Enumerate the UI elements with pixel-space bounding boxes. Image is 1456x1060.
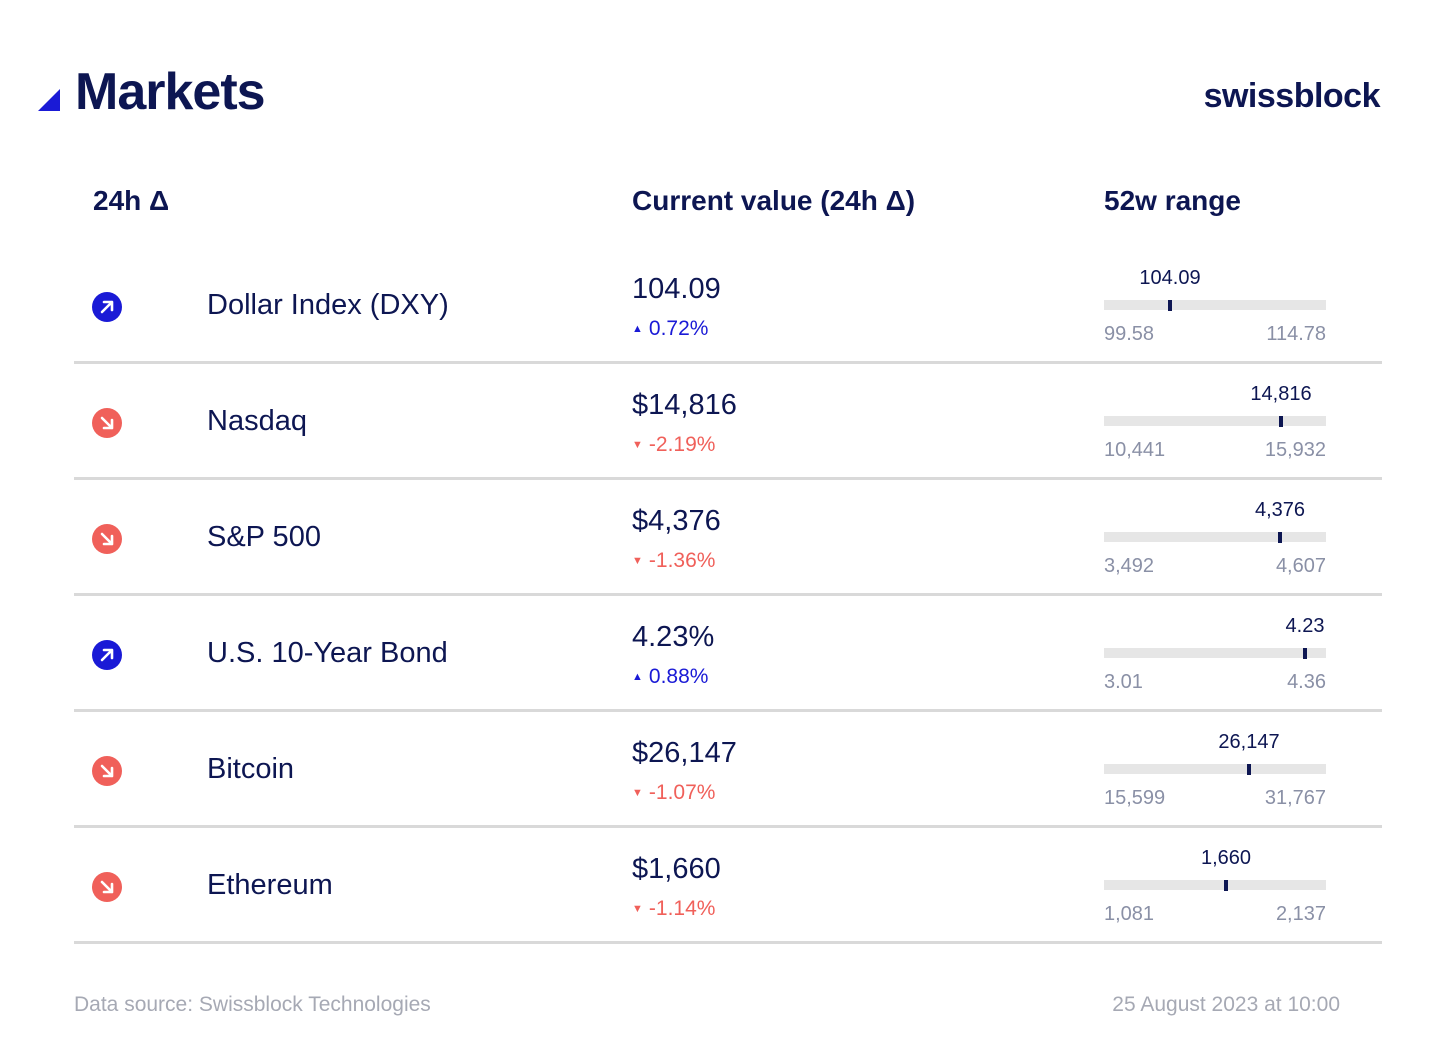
triangle-up-icon: ▲ (632, 323, 643, 335)
asset-name: Bitcoin (207, 753, 295, 785)
range-current-label: 4,376 (1254, 499, 1306, 521)
table-row: Bitcoin $26,147 ▼ -1.07% 26,147 15,599 31,767 (74, 712, 1382, 828)
brand-logo: swissblock (1203, 77, 1381, 115)
timestamp: 25 August 2023 at 10:00 (1112, 993, 1340, 1016)
triangle-down-icon: ▼ (632, 555, 643, 567)
range-min-label: 1,081 (1104, 903, 1155, 925)
range-max-label: 31,767 (1264, 787, 1326, 809)
change-value: -1.07% (648, 781, 716, 804)
range-marker (1168, 300, 1172, 311)
range-bar: 4,376 3,492 4,607 (1104, 480, 1326, 593)
range-min-label: 99.58 (1104, 323, 1155, 345)
triangle-up-icon: ▲ (632, 671, 643, 683)
table-row: U.S. 10-Year Bond 4.23% ▲ 0.88% 4.23 3.01 4.36 (74, 596, 1382, 712)
arrow-down-right-icon (92, 408, 122, 438)
range-current-label: 4.23 (1285, 615, 1325, 637)
arrow-down-right-icon (92, 524, 122, 554)
change-percent: ▼ -1.07% (632, 780, 715, 806)
table-row: S&P 500 $4,376 ▼ -1.36% 4,376 3,492 4,607 (74, 480, 1382, 596)
table-row: Ethereum $1,660 ▼ -1.14% 1,660 1,081 2,137 (74, 828, 1382, 944)
range-bar: 1,660 1,081 2,137 (1104, 828, 1326, 941)
range-current-label: 104.09 (1139, 267, 1201, 289)
range-current-label: 1,660 (1200, 847, 1252, 869)
range-track (1104, 880, 1326, 890)
range-min-label: 3.01 (1104, 671, 1143, 693)
change-value: 0.72% (648, 317, 709, 340)
arrow-up-right-icon (92, 640, 122, 670)
column-header-current-value: Current value (24h Δ) (632, 185, 916, 216)
current-value: $1,660 (632, 853, 721, 885)
asset-name: U.S. 10-Year Bond (207, 637, 448, 669)
column-header-52w-range: 52w range (1104, 185, 1241, 216)
change-value: -1.14% (648, 897, 716, 920)
asset-name: Ethereum (207, 869, 333, 901)
range-track (1104, 532, 1326, 542)
range-bar: 14,816 10,441 15,932 (1104, 364, 1326, 477)
current-value: $4,376 (632, 505, 721, 537)
range-current-label: 14,816 (1250, 383, 1312, 405)
change-percent: ▲ 0.88% (632, 664, 708, 690)
range-track (1104, 416, 1326, 426)
arrow-down-right-icon (92, 756, 122, 786)
change-value: -1.36% (648, 549, 716, 572)
range-bar: 104.09 99.58 114.78 (1104, 248, 1326, 361)
range-max-label: 2,137 (1275, 903, 1326, 925)
change-percent: ▼ -1.14% (632, 896, 715, 922)
change-value: -2.19% (648, 433, 716, 456)
range-min-label: 10,441 (1104, 439, 1166, 461)
current-value: 104.09 (632, 273, 721, 305)
range-bar: 4.23 3.01 4.36 (1104, 596, 1326, 709)
range-bar: 26,147 15,599 31,767 (1104, 712, 1326, 825)
corner-triangle-icon (38, 89, 60, 111)
range-max-label: 4.36 (1287, 671, 1326, 693)
range-marker (1224, 880, 1228, 891)
arrow-down-right-icon (92, 872, 122, 902)
change-value: 0.88% (648, 665, 709, 688)
asset-name: S&P 500 (207, 521, 321, 553)
table-row: Dollar Index (DXY) 104.09 ▲ 0.72% 104.09 99.5… (74, 248, 1382, 364)
range-marker (1247, 764, 1251, 775)
table-row: Nasdaq $14,816 ▼ -2.19% 14,816 10,441 15,932 (74, 364, 1382, 480)
range-track (1104, 764, 1326, 774)
markets-table: Dollar Index (DXY) 104.09 ▲ 0.72% 104.09 99.5… (74, 248, 1382, 944)
change-percent: ▲ 0.72% (632, 316, 708, 342)
range-max-label: 114.78 (1266, 323, 1326, 345)
asset-name: Dollar Index (DXY) (207, 289, 449, 321)
range-min-label: 15,599 (1104, 787, 1166, 809)
data-source-note: Data source: Swissblock Technologies (74, 993, 431, 1016)
triangle-down-icon: ▼ (632, 787, 643, 799)
range-max-label: 15,932 (1264, 439, 1326, 461)
range-marker (1303, 648, 1307, 659)
range-track (1104, 648, 1326, 658)
change-percent: ▼ -1.36% (632, 548, 715, 574)
column-header-delta: 24h Δ (93, 185, 170, 216)
range-track (1104, 300, 1326, 310)
arrow-up-right-icon (92, 292, 122, 322)
current-value: $26,147 (632, 737, 737, 769)
range-max-label: 4,607 (1275, 555, 1326, 577)
range-current-label: 26,147 (1218, 731, 1280, 753)
triangle-down-icon: ▼ (632, 903, 643, 915)
range-marker (1279, 416, 1283, 427)
page-title: Markets (75, 63, 266, 121)
triangle-down-icon: ▼ (632, 439, 643, 451)
current-value: $14,816 (632, 389, 737, 421)
range-marker (1278, 532, 1282, 543)
change-percent: ▼ -2.19% (632, 432, 715, 458)
range-min-label: 3,492 (1104, 555, 1155, 577)
current-value: 4.23% (632, 621, 715, 653)
asset-name: Nasdaq (207, 405, 307, 437)
